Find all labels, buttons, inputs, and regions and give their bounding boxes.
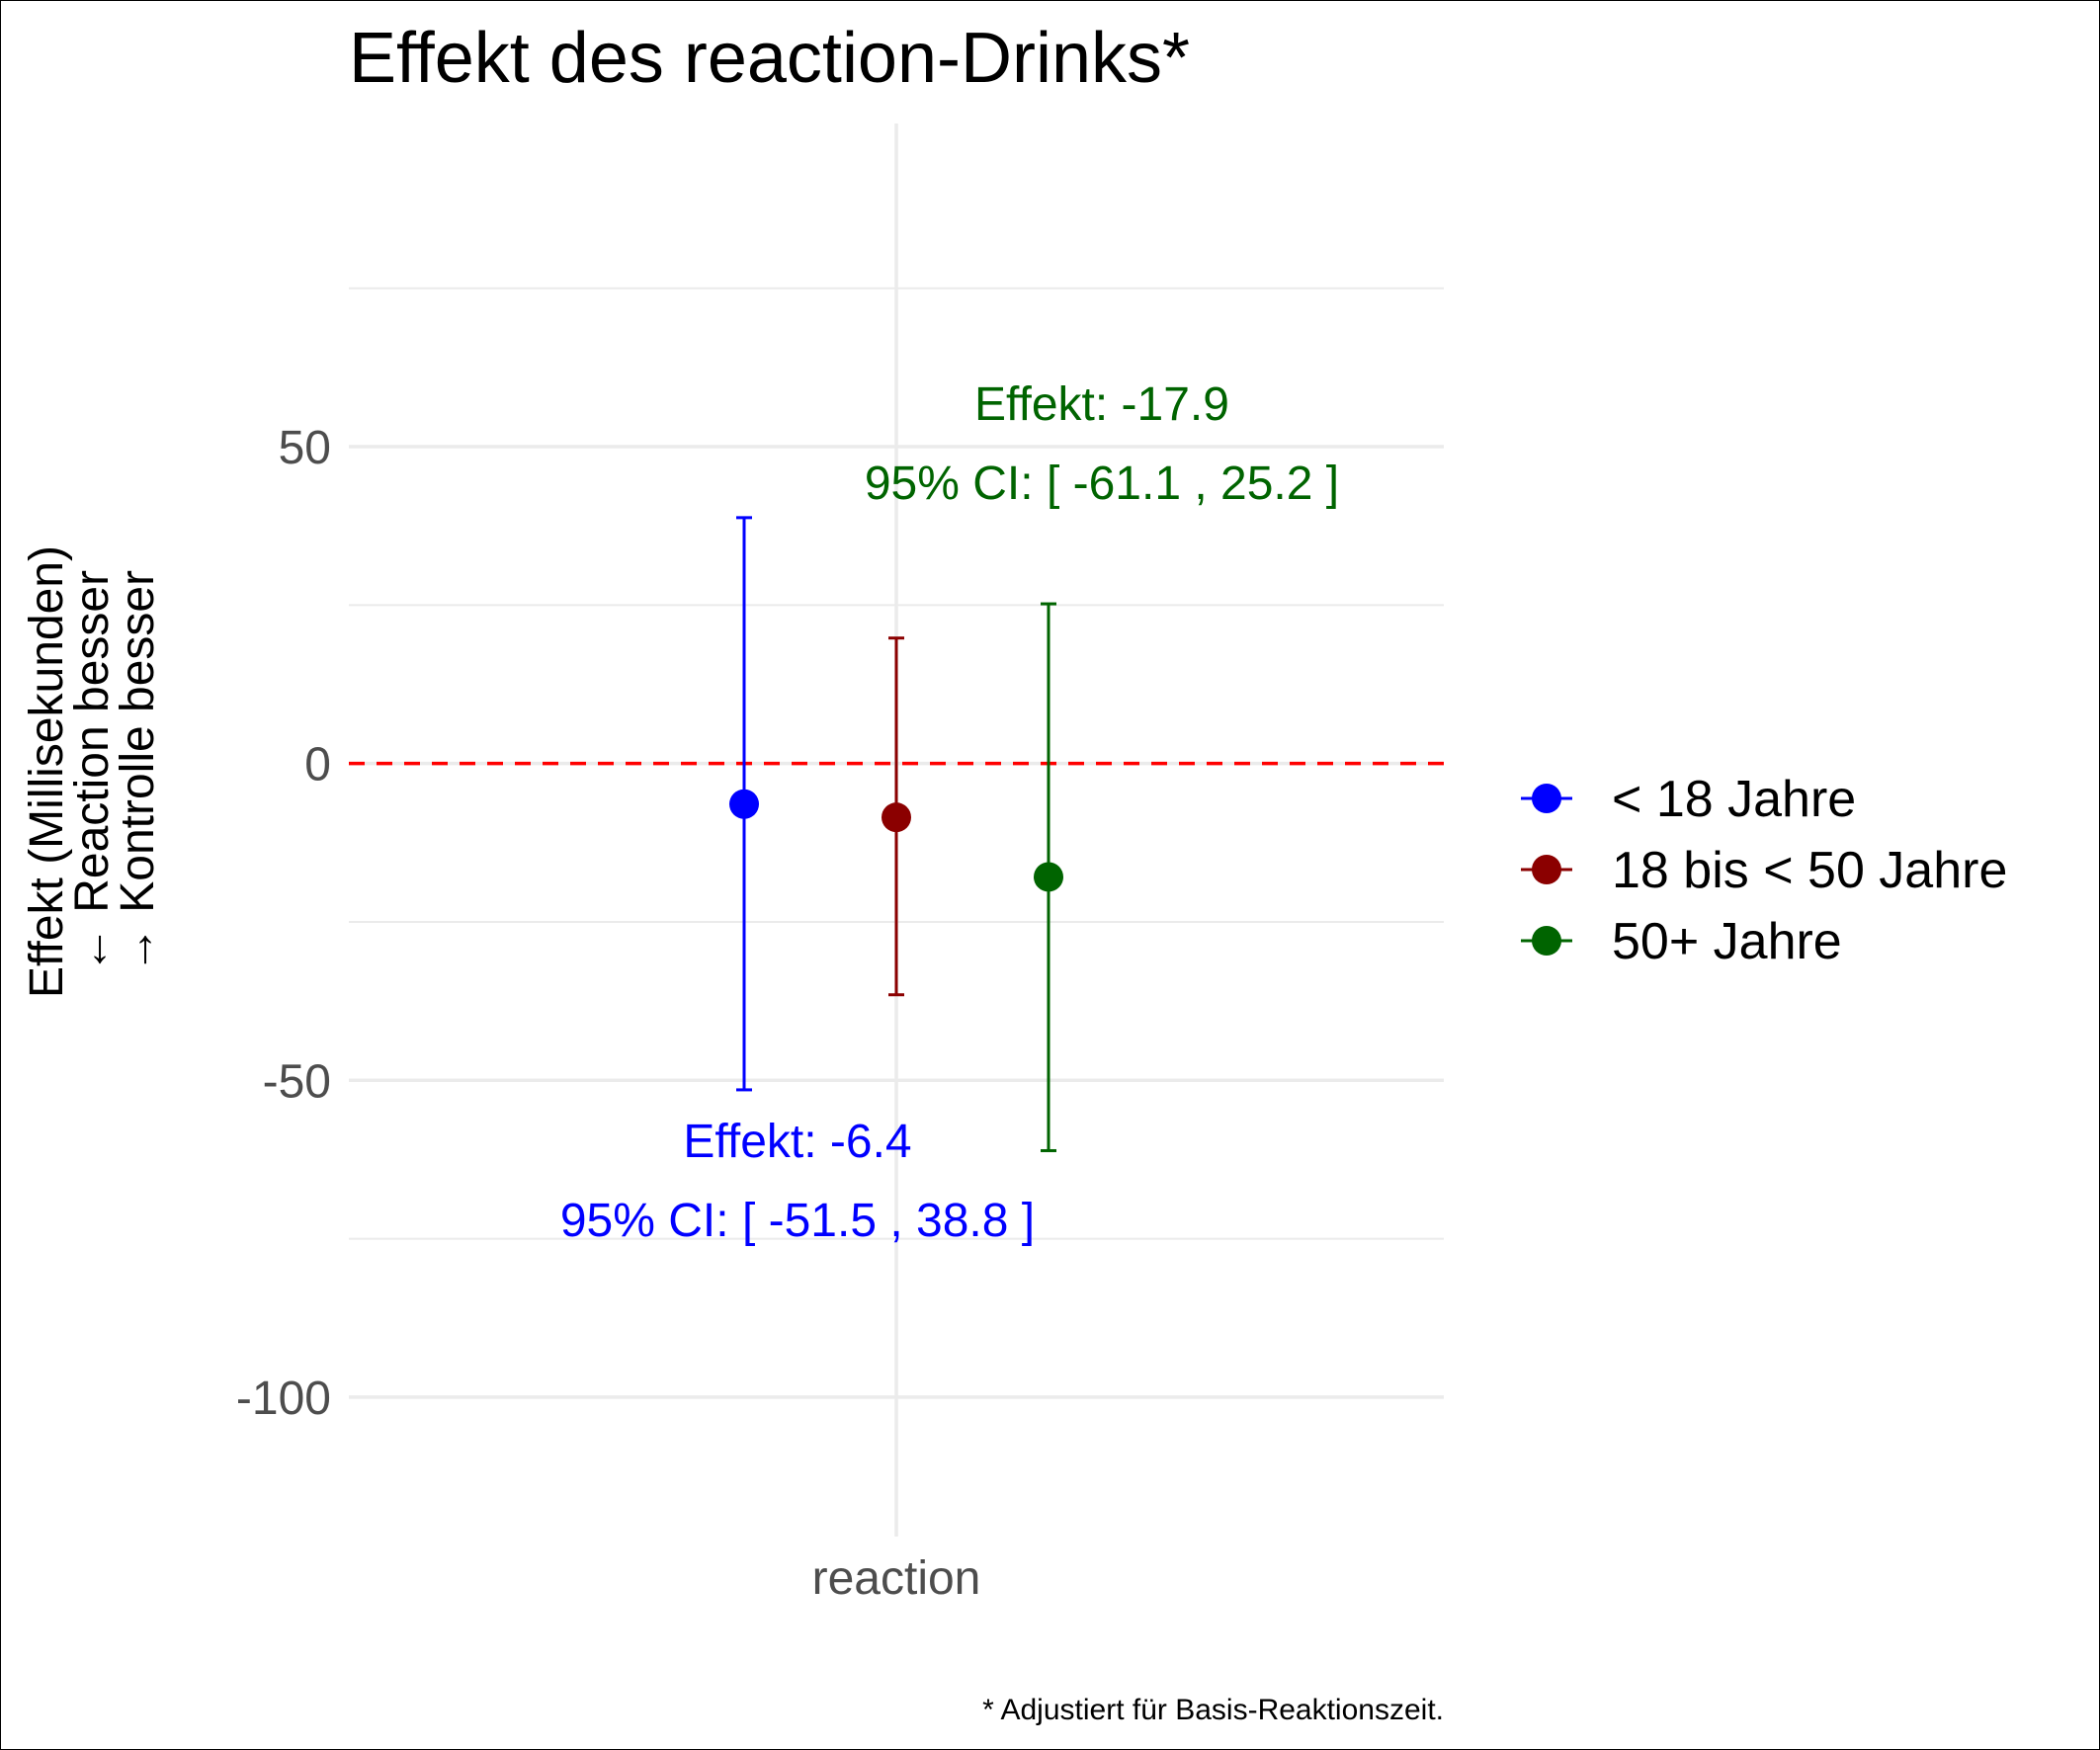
annotation-text: Effekt: -6.4 (683, 1116, 911, 1168)
x-tick-label: reaction (812, 1552, 981, 1605)
legend-key-point (1532, 784, 1561, 813)
legend-key-point (1532, 926, 1561, 956)
legend: < 18 Jahre 18 bis < 50 Jahre 50+ Jahre (1521, 771, 2007, 970)
y-tick-label: -50 (263, 1055, 331, 1108)
annotations: Effekt: -6.4 95% CI: [ -51.5 , 38.8 ] Effe… (560, 378, 1339, 1247)
annotation-text: 95% CI: [ -61.1 , 25.2 ] (865, 458, 1339, 510)
chart-title: Effekt des reaction-Drinks* (349, 19, 1190, 98)
legend-label: 50+ Jahre (1612, 913, 1842, 970)
caption: * Adjustiert für Basis-Reaktionszeit. (982, 1694, 1444, 1726)
points (729, 789, 1063, 892)
y-axis-ticks: -100 -50 0 50 (236, 422, 331, 1425)
point-estimate (729, 789, 759, 819)
y-tick-label: -100 (236, 1373, 331, 1425)
y-axis-label: Effekt (Millisekunden) ← Reaction besser… (21, 545, 164, 998)
legend-label: 18 bis < 50 Jahre (1612, 842, 2007, 899)
annotation-text: 95% CI: [ -51.5 , 38.8 ] (560, 1195, 1035, 1247)
legend-label: < 18 Jahre (1612, 771, 1856, 828)
y-tick-label: 0 (304, 739, 331, 792)
point-estimate (882, 802, 911, 833)
x-axis-ticks: reaction (812, 1552, 981, 1605)
y-axis-label-line-1: Effekt (Millisekunden) (21, 545, 73, 998)
legend-key-point (1532, 855, 1561, 884)
point-estimate (1034, 862, 1063, 892)
y-tick-label: 50 (279, 422, 331, 474)
annotation-text: Effekt: -17.9 (974, 378, 1229, 431)
y-axis-label-line-3: → Kontrolle besser (112, 570, 164, 973)
y-axis-label-line-2: ← Reaction besser (66, 570, 119, 973)
